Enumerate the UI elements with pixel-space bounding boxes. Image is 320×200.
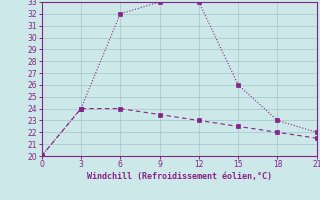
X-axis label: Windchill (Refroidissement éolien,°C): Windchill (Refroidissement éolien,°C) — [87, 172, 272, 181]
